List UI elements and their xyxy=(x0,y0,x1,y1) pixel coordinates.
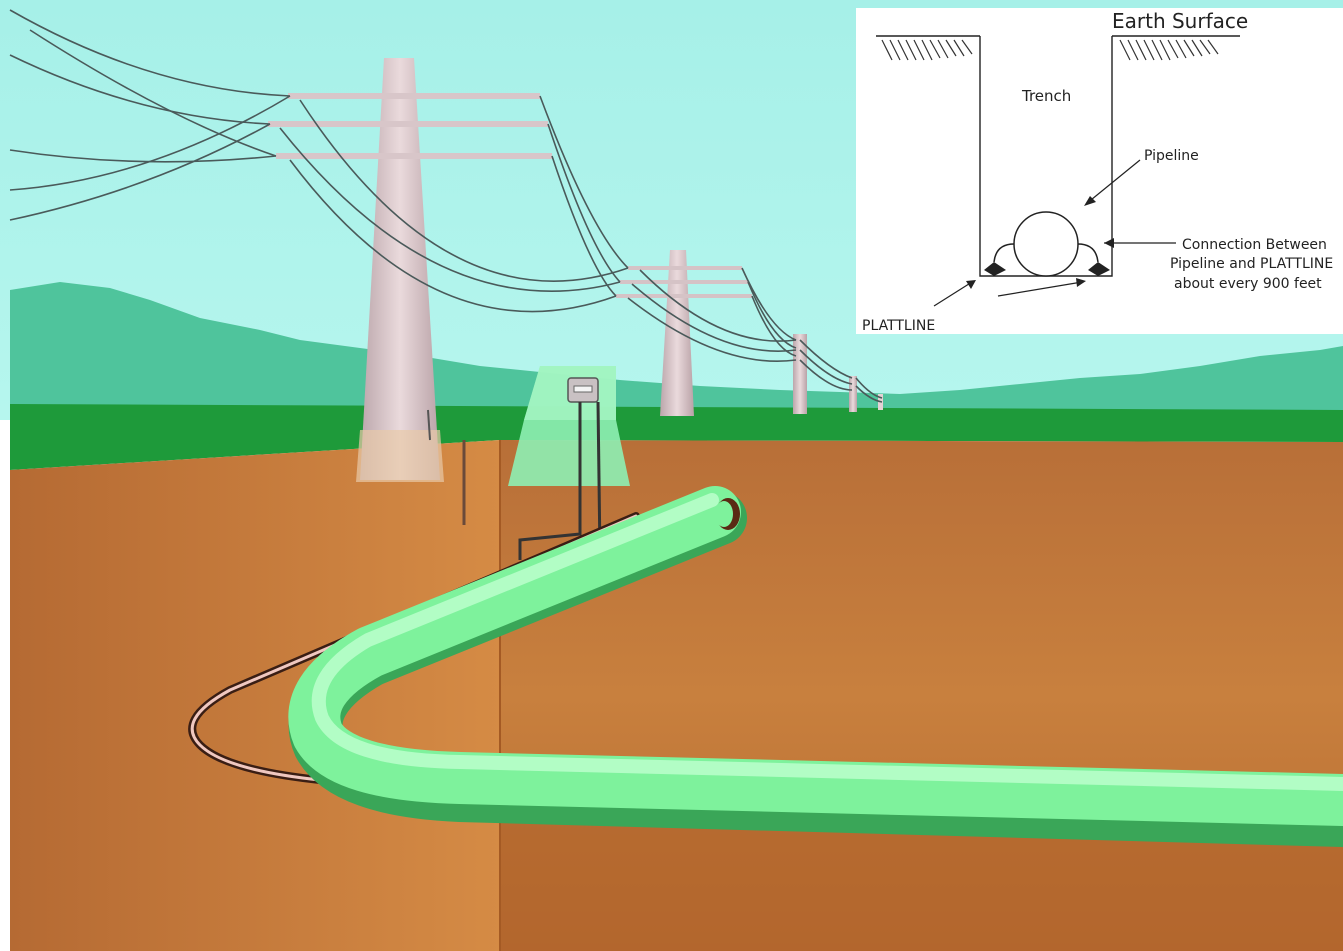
connection-label-line1: Connection Between xyxy=(1182,237,1327,253)
test-station xyxy=(508,366,630,560)
plattline-label: PLATTLINE xyxy=(862,318,935,334)
inset-panel xyxy=(856,8,1343,334)
ground-hatch-right xyxy=(1119,39,1219,61)
earth-surface-label: Earth Surface xyxy=(1112,9,1248,33)
soil-left-face xyxy=(10,440,500,951)
pipeline-cross-section xyxy=(1013,211,1079,277)
ground-hatch-left xyxy=(881,39,973,61)
connection-label-line3: about every 900 feet xyxy=(1174,276,1322,292)
pipeline-highlight xyxy=(311,493,1343,791)
cross-section-inset: Earth Surface Trench Pipeline Connection… xyxy=(856,8,1343,334)
plattline-left-marker xyxy=(984,262,1006,276)
pipeline xyxy=(288,486,1343,826)
trench-label: Trench xyxy=(1021,87,1071,105)
soil-lower-band xyxy=(500,820,1343,951)
distant-hills xyxy=(10,282,1343,420)
connection-label-line2: Pipeline and PLATTLINE xyxy=(1170,256,1333,272)
pipeline-label: Pipeline xyxy=(1144,148,1199,164)
transmission-tower-mid xyxy=(616,250,752,416)
power-lines xyxy=(9,9,883,403)
grass-strip xyxy=(10,404,1343,470)
plattline-right-marker xyxy=(1088,262,1110,276)
